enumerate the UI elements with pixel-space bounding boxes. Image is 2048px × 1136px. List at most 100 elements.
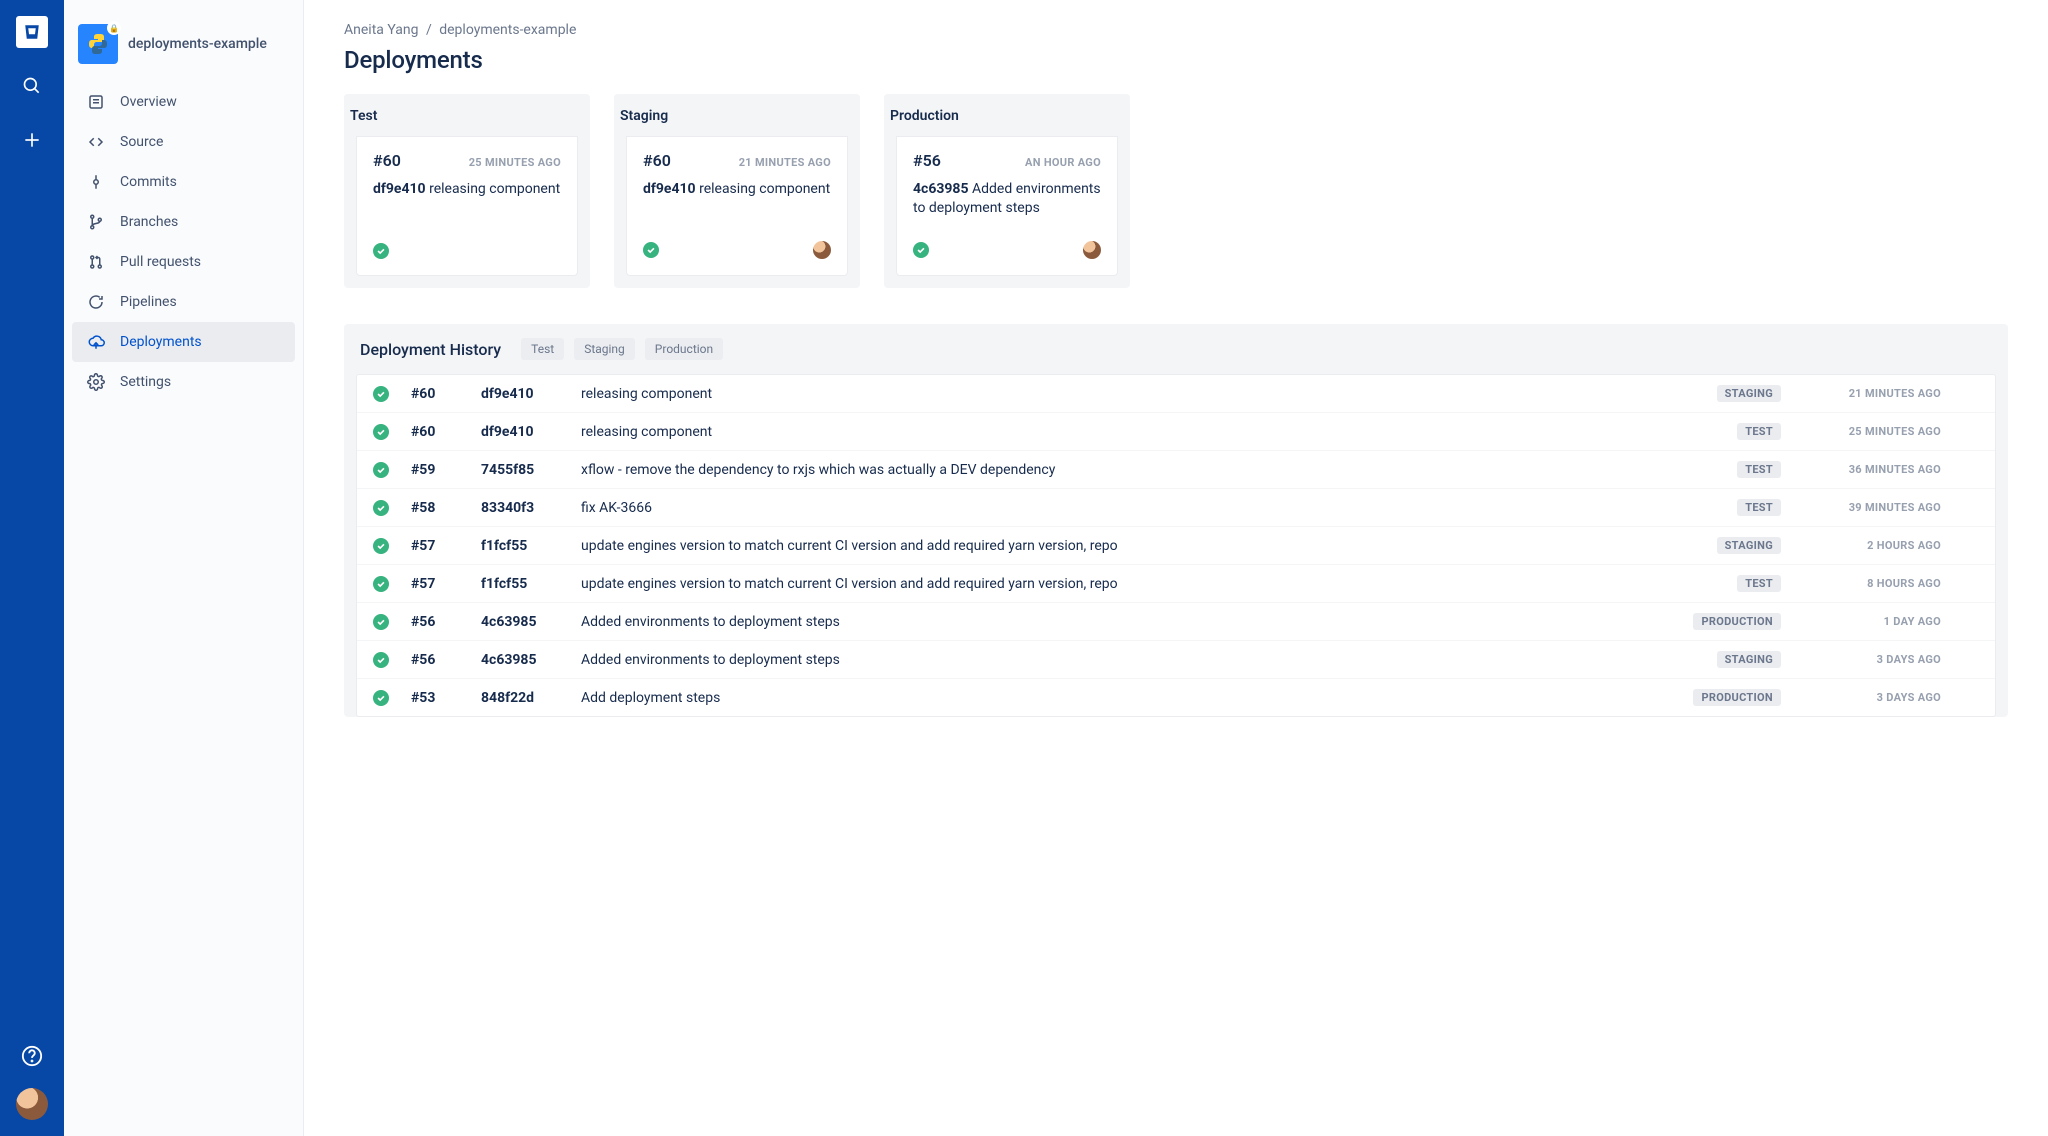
time-ago: 8 HOURS AGO xyxy=(1801,577,1941,590)
filter-chip-production[interactable]: Production xyxy=(645,338,723,360)
commit-hash: f1fcf55 xyxy=(481,576,561,592)
time-ago: AN HOUR AGO xyxy=(1025,156,1101,169)
filter-chip-staging[interactable]: Staging xyxy=(574,338,635,360)
plus-icon[interactable] xyxy=(16,124,48,156)
build-number: #60 xyxy=(373,151,401,170)
env-card-staging[interactable]: Staging #60 21 MINUTES AGO df9e410 relea… xyxy=(614,94,860,288)
pull-requests-icon xyxy=(86,252,106,272)
time-ago: 25 MINUTES AGO xyxy=(469,156,561,169)
time-ago: 3 DAYS AGO xyxy=(1801,653,1941,666)
env-title: Test xyxy=(344,94,590,136)
sidebar-item-deployments[interactable]: Deployments xyxy=(72,322,295,362)
source-icon xyxy=(86,132,106,152)
history-header: Deployment History Test Staging Production xyxy=(344,324,2008,374)
commit-hash: df9e410 xyxy=(481,386,561,402)
help-icon[interactable] xyxy=(16,1040,48,1072)
sidebar-item-commits[interactable]: Commits xyxy=(72,162,295,202)
nav-list: Overview Source Commits Branches Pull reques… xyxy=(72,82,295,402)
main-content: Aneita Yang / deployments-example Deploy… xyxy=(304,0,2048,1136)
deployment-history: Deployment History Test Staging Production… xyxy=(344,324,2008,717)
branches-icon xyxy=(86,212,106,232)
build-number: #58 xyxy=(411,500,461,516)
commit-message: xflow - remove the dependency to rxjs wh… xyxy=(581,462,1717,478)
history-row[interactable]: #57 f1fcf55 update engines version to ma… xyxy=(357,565,1995,603)
commit-hash: 4c63985 xyxy=(481,652,561,668)
success-icon xyxy=(373,538,389,554)
sidebar-item-overview[interactable]: Overview xyxy=(72,82,295,122)
success-icon xyxy=(643,242,659,258)
time-ago: 36 MINUTES AGO xyxy=(1801,463,1941,476)
overview-icon xyxy=(86,92,106,112)
breadcrumb: Aneita Yang / deployments-example xyxy=(344,22,2008,38)
history-row[interactable]: #53 848f22d Add deployment steps PRODUCT… xyxy=(357,679,1995,716)
page-title: Deployments xyxy=(344,46,2008,74)
time-ago: 21 MINUTES AGO xyxy=(739,156,831,169)
history-row[interactable]: #58 83340f3 fix AK-3666 TEST 39 MINUTES … xyxy=(357,489,1995,527)
bitbucket-logo-icon[interactable] xyxy=(16,16,48,48)
history-list: #60 df9e410 releasing component STAGING … xyxy=(356,374,1996,717)
env-badge: STAGING xyxy=(1717,385,1781,402)
history-row[interactable]: #60 df9e410 releasing component STAGING … xyxy=(357,375,1995,413)
pipelines-icon xyxy=(86,292,106,312)
commit-hash: f1fcf55 xyxy=(481,538,561,554)
breadcrumb-separator: / xyxy=(426,22,432,38)
breadcrumb-repo[interactable]: deployments-example xyxy=(439,22,576,38)
build-number: #56 xyxy=(411,652,461,668)
success-icon xyxy=(373,243,389,259)
deployer-avatar xyxy=(1083,241,1101,259)
build-number: #57 xyxy=(411,576,461,592)
env-badge: TEST xyxy=(1737,575,1781,592)
commit-message: fix AK-3666 xyxy=(581,500,1717,516)
env-badge: TEST xyxy=(1737,423,1781,440)
build-number: #56 xyxy=(411,614,461,630)
search-icon[interactable] xyxy=(16,70,48,102)
python-icon: 🔒 xyxy=(78,24,118,64)
build-number: #60 xyxy=(643,151,671,170)
env-title: Production xyxy=(884,94,1130,136)
env-badge: STAGING xyxy=(1717,651,1781,668)
commit-hash: 83340f3 xyxy=(481,500,561,516)
history-title: Deployment History xyxy=(360,340,501,359)
time-ago: 21 MINUTES AGO xyxy=(1801,387,1941,400)
commit-message: df9e410 releasing component xyxy=(373,180,561,199)
success-icon xyxy=(373,386,389,402)
sidebar-item-label: Pull requests xyxy=(120,254,201,270)
sidebar-item-label: Commits xyxy=(120,174,177,190)
time-ago: 3 DAYS AGO xyxy=(1801,691,1941,704)
sidebar-item-label: Source xyxy=(120,134,163,150)
sidebar-item-settings[interactable]: Settings xyxy=(72,362,295,402)
sidebar-item-source[interactable]: Source xyxy=(72,122,295,162)
history-row[interactable]: #59 7455f85 xflow - remove the dependenc… xyxy=(357,451,1995,489)
repo-header[interactable]: 🔒 deployments-example xyxy=(72,16,295,82)
commit-hash: df9e410 xyxy=(373,181,426,197)
sidebar-item-label: Settings xyxy=(120,374,171,390)
sidebar-item-pull-requests[interactable]: Pull requests xyxy=(72,242,295,282)
success-icon xyxy=(913,242,929,258)
history-row[interactable]: #56 4c63985 Added environments to deploy… xyxy=(357,603,1995,641)
history-row[interactable]: #60 df9e410 releasing component TEST 25 … xyxy=(357,413,1995,451)
commit-message: releasing component xyxy=(581,424,1717,440)
commit-hash: 4c63985 xyxy=(481,614,561,630)
env-title: Staging xyxy=(614,94,860,136)
filter-chip-test[interactable]: Test xyxy=(521,338,564,360)
sidebar-item-label: Pipelines xyxy=(120,294,177,310)
history-row[interactable]: #56 4c63985 Added environments to deploy… xyxy=(357,641,1995,679)
global-rail xyxy=(0,0,64,1136)
success-icon xyxy=(373,652,389,668)
sidebar-item-label: Branches xyxy=(120,214,178,230)
commit-message: Added environments to deployment steps xyxy=(581,614,1673,630)
commit-message: 4c63985 Added environments to deployment… xyxy=(913,180,1101,218)
build-number: #56 xyxy=(913,151,941,170)
sidebar-item-branches[interactable]: Branches xyxy=(72,202,295,242)
breadcrumb-owner[interactable]: Aneita Yang xyxy=(344,22,418,38)
commits-icon xyxy=(86,172,106,192)
history-row[interactable]: #57 f1fcf55 update engines version to ma… xyxy=(357,527,1995,565)
env-card-test[interactable]: Test #60 25 MINUTES AGO df9e410 releasin… xyxy=(344,94,590,288)
sidebar-item-pipelines[interactable]: Pipelines xyxy=(72,282,295,322)
commit-message: df9e410 releasing component xyxy=(643,180,831,199)
user-avatar[interactable] xyxy=(16,1088,48,1120)
lock-icon: 🔒 xyxy=(107,21,121,35)
success-icon xyxy=(373,576,389,592)
commit-hash: df9e410 xyxy=(481,424,561,440)
env-card-production[interactable]: Production #56 AN HOUR AGO 4c63985 Added… xyxy=(884,94,1130,288)
